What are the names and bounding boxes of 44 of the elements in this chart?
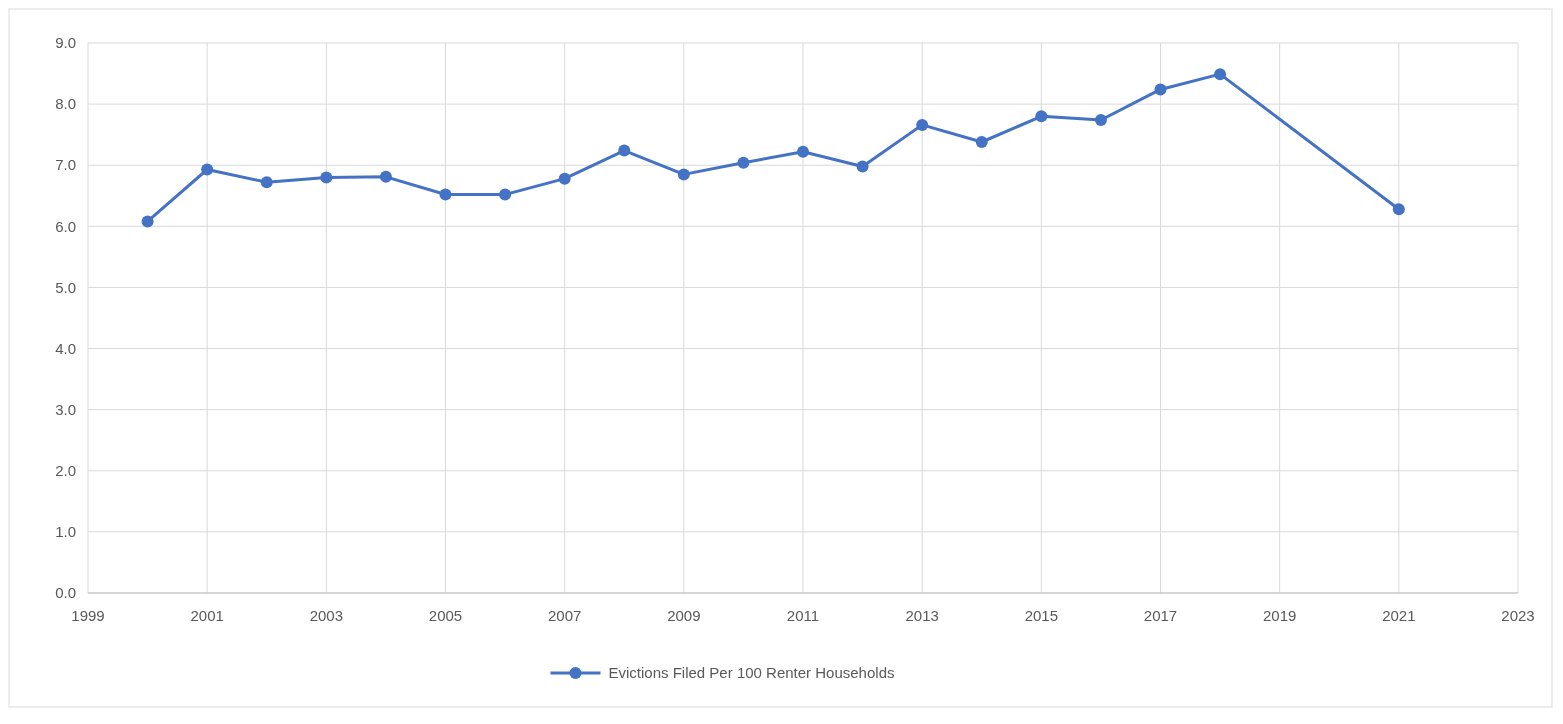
point — [975, 136, 988, 148]
point — [558, 172, 571, 185]
x-tick-label: 2013 — [905, 607, 939, 624]
x-tick-label: 2019 — [1262, 607, 1297, 624]
y-tick-label: 3.0 — [55, 400, 76, 418]
point — [1035, 110, 1048, 123]
point — [1154, 83, 1167, 96]
point — [499, 188, 512, 201]
y-tick-label: 5.0 — [55, 278, 76, 296]
y-tick-label: 8.0 — [55, 95, 76, 113]
y-tick-label: 4.0 — [55, 339, 76, 357]
point — [379, 170, 392, 183]
y-tick-label: 9.0 — [55, 34, 76, 52]
x-tick-label: 2011 — [786, 607, 820, 624]
point — [737, 156, 750, 169]
y-tick-label: 6.0 — [55, 217, 76, 235]
y-tick-label: 7.0 — [55, 156, 76, 174]
x-tick-label: 2005 — [428, 607, 463, 624]
x-tick-label: 2023 — [1501, 607, 1535, 624]
y-tick-label: 2.0 — [55, 462, 76, 480]
point — [916, 118, 929, 131]
point — [439, 188, 452, 201]
point — [1214, 68, 1227, 81]
point — [141, 215, 154, 228]
x-tick-label: 2003 — [309, 607, 344, 624]
point — [797, 145, 809, 158]
x-tick-label: 1999 — [71, 607, 105, 624]
point — [856, 160, 869, 173]
point — [260, 176, 273, 189]
point — [677, 168, 690, 181]
x-tick-label: 2017 — [1143, 607, 1178, 624]
x-tick-label: 2009 — [667, 607, 701, 624]
point — [618, 144, 631, 157]
point — [1094, 114, 1107, 126]
y-tick-label: 1.0 — [55, 523, 76, 541]
point — [320, 171, 333, 184]
point — [201, 163, 214, 176]
x-tick-label: 2021 — [1382, 607, 1416, 624]
point — [1392, 203, 1405, 216]
x-tick-label: 2007 — [547, 607, 582, 624]
x-tick-label: 2001 — [190, 607, 224, 624]
y-tick-label: 0.0 — [55, 584, 76, 602]
x-tick-label: 2015 — [1024, 607, 1059, 624]
legend-label: Evictions Filed Per 100 Renter Households — [608, 664, 895, 682]
